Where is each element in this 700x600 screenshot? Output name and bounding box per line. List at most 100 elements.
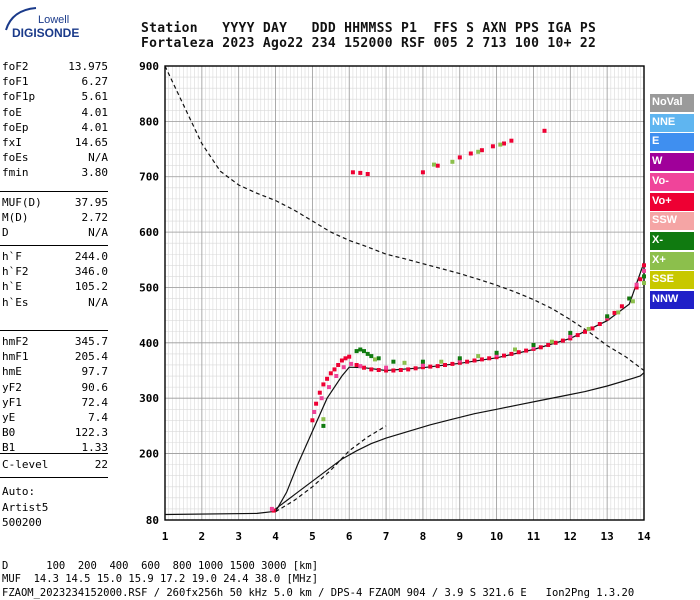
param-name: fxI (2, 136, 22, 149)
separator-line (0, 330, 108, 331)
echo-point (334, 374, 339, 378)
logo-arc-icon (5, 7, 37, 31)
header-line-1: Station YYYY DAY DDD HHMMSS P1 FFS S AXN… (141, 21, 597, 36)
legend-item-e: E (650, 133, 694, 152)
echo-point (524, 348, 529, 353)
echo-point (583, 329, 587, 334)
legend-label: NNE (652, 115, 676, 128)
echo-point (553, 340, 558, 345)
footer-file-info: FZAOM_2023234152000.RSF / 260fx256h 50 k… (2, 587, 635, 599)
param-row-d: D N/A (2, 226, 108, 241)
logo-digisonde: DIGISONDE (12, 26, 80, 40)
echo-point (575, 333, 580, 338)
separator-line (0, 245, 108, 246)
echo-point (630, 299, 635, 304)
echo-point (476, 354, 481, 359)
x-tick-label: 9 (456, 530, 463, 543)
echo-point (312, 410, 317, 414)
param-value: 6.27 (81, 75, 109, 89)
echo-point (642, 263, 646, 268)
echo-point (314, 401, 319, 406)
echo-point (568, 330, 573, 335)
echo-point (502, 353, 506, 358)
echo-point (542, 128, 547, 133)
param-value: 1.33 (81, 441, 109, 455)
echo-point (420, 359, 425, 364)
param-name: fmin (2, 166, 29, 180)
x-tick-label: 14 (637, 530, 651, 543)
echo-point (619, 304, 624, 309)
param-name: C-level (2, 458, 49, 471)
echo-point (509, 351, 514, 356)
param-value: 205.4 (74, 350, 108, 364)
echo-point (457, 155, 462, 160)
echo-point (509, 138, 514, 143)
param-name: h`F2 (2, 265, 29, 279)
param-name: yF2 (2, 380, 22, 394)
echo-point (597, 322, 602, 326)
param-name: D (2, 226, 9, 240)
x-tick-label: 13 (601, 530, 614, 543)
echo-point (568, 336, 573, 341)
echo-point (376, 356, 381, 361)
param-name: foE (2, 105, 22, 119)
y-tick-label: 900 (139, 60, 159, 73)
legend-label: SSE (652, 273, 675, 286)
echo-point (327, 385, 331, 390)
legend-label: Vo- (652, 174, 669, 187)
separator-line (0, 477, 108, 478)
echo-point (513, 347, 517, 352)
echo-point (490, 144, 495, 149)
param-value: 13.975 (68, 60, 108, 73)
echo-point (457, 360, 462, 365)
echo-point (310, 418, 315, 423)
echo-point (402, 360, 407, 365)
echo-point (465, 359, 470, 364)
param-row-hme: hmE 97.7 (2, 365, 108, 380)
autoscale-line: Auto: (2, 485, 36, 498)
x-tick-label: 10 (490, 530, 503, 543)
echo-point (634, 285, 639, 290)
legend-item-x-: X+ (650, 251, 694, 270)
param-row-foes: foEs N/A (2, 151, 108, 166)
profile-curve-0 (164, 372, 645, 516)
echo-point (373, 357, 377, 362)
echo-point (420, 365, 425, 370)
autoscale-line: Artist5 (2, 500, 49, 514)
param-row-md: M(D) 2.72 (2, 211, 108, 226)
param-row-ye: yE 7.4 (2, 411, 108, 426)
header-line-2: Fortaleza 2023 Ago22 234 152000 RSF 005 … (141, 36, 597, 51)
echo-point (590, 326, 595, 331)
x-tick-label: 11 (527, 530, 541, 543)
x-tick-label: 2 (199, 530, 206, 543)
x-tick-label: 7 (383, 530, 390, 543)
legend-item-nnw: NNW (650, 291, 694, 309)
param-name: hmE (2, 365, 22, 379)
param-row-fof1: foF1 6.27 (2, 75, 108, 90)
echo-point (362, 365, 366, 370)
param-row-clevel: C-level 22 (2, 458, 108, 473)
echo-point (319, 396, 324, 401)
x-tick-label: 1 (162, 530, 169, 543)
autoscale-line: 500200 (2, 516, 42, 529)
echo-point (476, 149, 481, 154)
param-name: MUF(D) (2, 196, 42, 209)
echo-point (325, 376, 330, 381)
echo-point (321, 423, 326, 428)
param-value: 105.2 (74, 280, 108, 294)
param-name: foEp (2, 120, 29, 134)
echo-point (538, 345, 543, 350)
param-value: 346.0 (74, 265, 108, 279)
param-row-mufd: MUF(D) 37.95 (2, 196, 108, 211)
param-row-foep: foEp 4.01 (2, 121, 108, 136)
echo-point (369, 354, 374, 359)
param-value: 90.6 (81, 380, 109, 394)
echo-point (406, 367, 411, 372)
echo-point (365, 351, 370, 356)
y-tick-label: 300 (139, 392, 159, 405)
echo-point (358, 170, 363, 175)
echo-point (531, 343, 536, 347)
legend-label: W (652, 155, 663, 168)
echo-point (376, 368, 381, 372)
legend-item-vo-: Vo+ (650, 192, 694, 211)
